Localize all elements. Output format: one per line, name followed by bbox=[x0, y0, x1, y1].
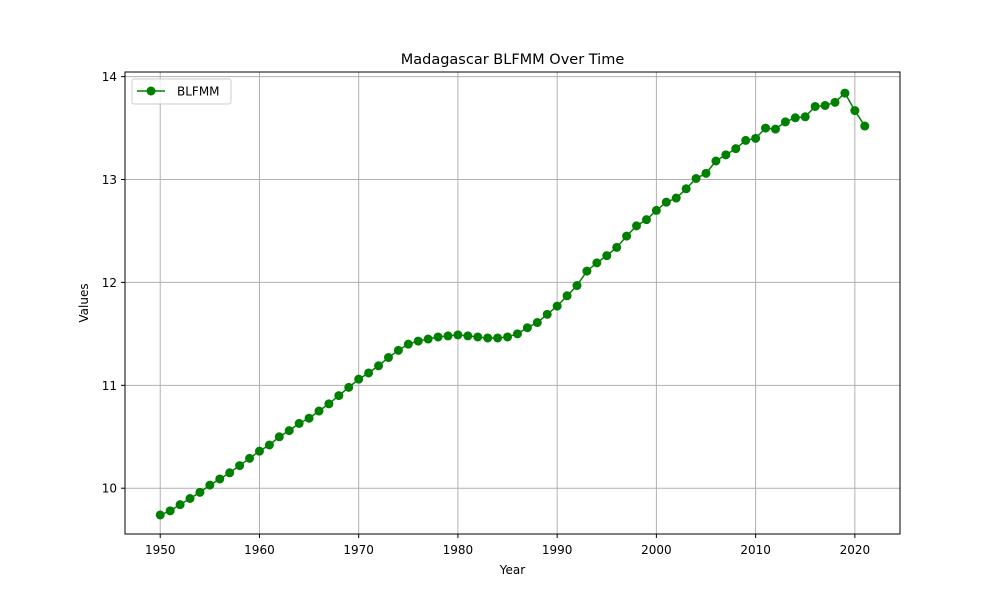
data-point bbox=[155, 510, 165, 520]
data-point bbox=[681, 184, 691, 194]
data-point bbox=[612, 242, 622, 252]
data-point bbox=[731, 144, 741, 154]
data-point bbox=[334, 391, 344, 401]
data-point bbox=[443, 331, 453, 341]
data-point bbox=[850, 106, 860, 116]
y-tick-label: 13 bbox=[102, 173, 117, 187]
series-layer bbox=[155, 88, 870, 520]
y-tick-label: 14 bbox=[102, 70, 117, 84]
x-tick-label: 1980 bbox=[443, 543, 474, 557]
legend-label: BLFMM bbox=[177, 85, 220, 99]
legend-box bbox=[131, 78, 232, 105]
data-point bbox=[453, 330, 463, 340]
data-point bbox=[562, 291, 572, 301]
x-axis-title: Year bbox=[499, 563, 525, 577]
x-tick-label: 2010 bbox=[740, 543, 771, 557]
data-point bbox=[413, 336, 423, 346]
data-point bbox=[810, 101, 820, 111]
data-point bbox=[711, 156, 721, 166]
data-point bbox=[542, 309, 552, 319]
data-point bbox=[423, 334, 433, 344]
data-point bbox=[830, 97, 840, 107]
data-point bbox=[770, 124, 780, 134]
data-point bbox=[552, 301, 562, 311]
axis-ticks: 1950 1960 1970 1980 1990 2000 2010 2020 10 11 12 13… bbox=[102, 70, 870, 557]
data-point bbox=[324, 399, 334, 409]
data-point bbox=[512, 329, 522, 339]
data-point bbox=[592, 258, 602, 268]
data-point bbox=[860, 121, 870, 131]
data-point bbox=[165, 506, 175, 516]
data-point bbox=[304, 413, 314, 423]
data-point bbox=[661, 197, 671, 207]
data-point bbox=[215, 474, 225, 484]
data-point bbox=[473, 332, 483, 342]
data-point bbox=[354, 374, 364, 384]
legend-marker-swatch bbox=[146, 86, 156, 96]
data-point bbox=[632, 221, 642, 231]
data-point bbox=[602, 251, 612, 261]
data-point bbox=[403, 339, 413, 349]
data-point bbox=[572, 281, 582, 291]
data-point bbox=[393, 345, 403, 355]
data-point bbox=[314, 406, 324, 416]
y-tick-label: 11 bbox=[102, 379, 117, 393]
data-point bbox=[175, 500, 185, 510]
data-point bbox=[225, 468, 235, 478]
data-point bbox=[344, 382, 354, 392]
x-tick-label: 1950 bbox=[145, 543, 176, 557]
x-tick-label: 1960 bbox=[244, 543, 275, 557]
data-point bbox=[284, 426, 294, 436]
data-point bbox=[761, 123, 771, 133]
x-tick-label: 1970 bbox=[343, 543, 374, 557]
data-point bbox=[691, 173, 701, 183]
data-point bbox=[433, 332, 443, 342]
data-point bbox=[790, 113, 800, 123]
data-point bbox=[483, 333, 493, 343]
data-point bbox=[651, 205, 661, 215]
y-tick-label: 12 bbox=[102, 276, 117, 290]
data-point bbox=[493, 333, 503, 343]
data-point bbox=[780, 117, 790, 127]
data-point bbox=[294, 418, 304, 428]
data-point bbox=[205, 480, 215, 490]
data-point bbox=[751, 133, 761, 143]
data-point bbox=[820, 100, 830, 110]
data-point bbox=[274, 432, 284, 442]
data-point bbox=[195, 487, 205, 497]
data-point bbox=[532, 318, 542, 328]
y-tick-label: 10 bbox=[102, 482, 117, 496]
data-point bbox=[721, 150, 731, 160]
grid-lines bbox=[125, 72, 900, 534]
data-point bbox=[264, 440, 274, 450]
data-point bbox=[374, 361, 384, 371]
data-point bbox=[522, 323, 532, 333]
data-point bbox=[503, 332, 513, 342]
data-point bbox=[641, 215, 651, 225]
chart-title: Madagascar BLFMM Over Time bbox=[401, 52, 625, 68]
data-point bbox=[622, 231, 632, 241]
data-point bbox=[582, 266, 592, 276]
x-tick-label: 1990 bbox=[542, 543, 573, 557]
plot-frame bbox=[124, 71, 901, 535]
data-point bbox=[364, 368, 374, 378]
data-point bbox=[235, 461, 245, 471]
y-axis-title: Values bbox=[77, 283, 91, 322]
data-point bbox=[383, 353, 393, 363]
data-point bbox=[741, 135, 751, 145]
data-point bbox=[671, 193, 681, 203]
data-point bbox=[245, 453, 255, 463]
data-point bbox=[254, 446, 264, 456]
data-point bbox=[800, 112, 810, 122]
data-point bbox=[701, 168, 711, 178]
data-point bbox=[463, 331, 473, 341]
legend: BLFMM bbox=[131, 78, 232, 105]
data-point bbox=[185, 494, 195, 504]
x-tick-label: 2000 bbox=[641, 543, 672, 557]
x-tick-label: 2020 bbox=[840, 543, 871, 557]
data-point bbox=[840, 88, 850, 98]
